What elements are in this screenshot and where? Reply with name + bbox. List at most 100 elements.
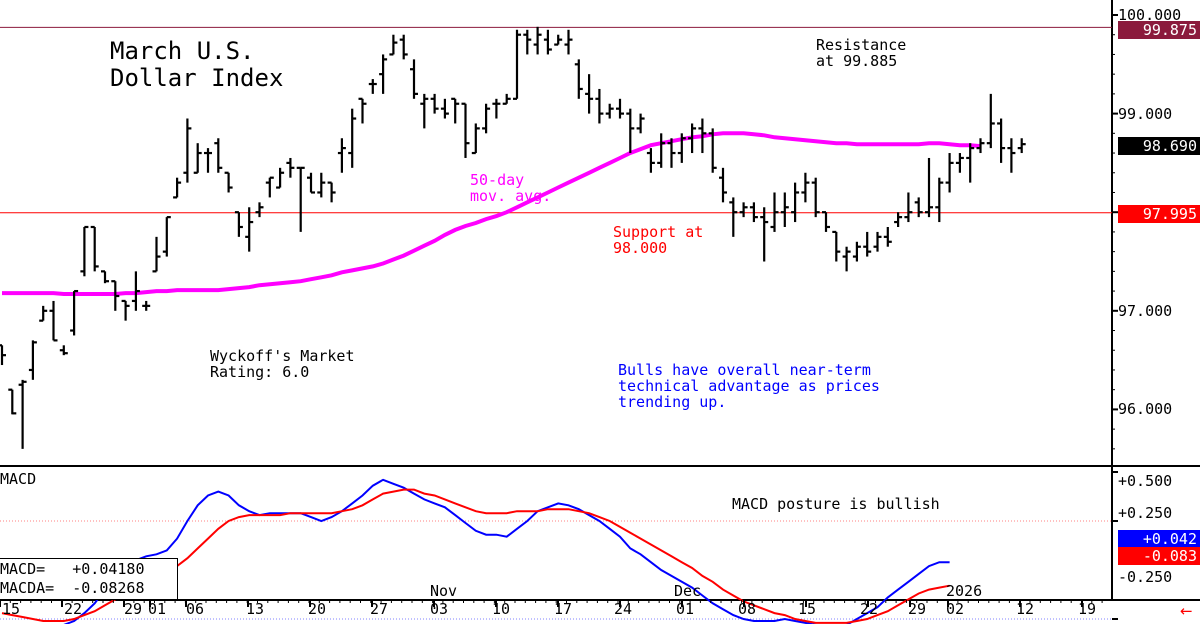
macda-value-box: -0.083	[1118, 547, 1200, 565]
macd-tick-label: -0.250	[1118, 568, 1173, 586]
ohlc-bar	[760, 207, 769, 262]
ohlc-bar	[852, 241, 861, 262]
y-tick-label: 97.000	[1118, 302, 1173, 320]
outlook-note: Bulls have overall near-term technical a…	[618, 361, 880, 411]
ohlc-bar	[739, 202, 748, 218]
macd-title: MACD	[0, 470, 37, 488]
ohlc-bar	[471, 123, 480, 155]
macd-line	[63, 478, 950, 624]
ohlc-bar	[646, 148, 655, 173]
chart-title: March U.S. Dollar Index	[110, 37, 284, 92]
support-price-box: 97.995	[1118, 205, 1200, 223]
ohlc-bar	[379, 54, 388, 94]
ohlc-bar	[70, 289, 79, 336]
ohlc-bar	[204, 148, 212, 173]
ohlc-bar	[533, 26, 542, 55]
x-tick-label: 10	[492, 600, 511, 618]
ohlc-bar	[193, 143, 202, 174]
x-tick-label: 17	[554, 600, 573, 618]
ohlc-bar	[482, 103, 491, 134]
ohlc-bar	[131, 271, 140, 311]
macd-readout: MACD= +0.04180	[0, 560, 145, 578]
ohlc-bar	[749, 202, 758, 223]
resistance-note: Resistance at 99.885	[816, 36, 907, 70]
ohlc-bar	[729, 197, 738, 237]
ohlc-bar	[276, 167, 285, 189]
ohlc-bar	[966, 143, 975, 183]
ohlc-bar	[688, 123, 697, 154]
ohlc-bar	[842, 246, 851, 272]
ohlc-bar	[904, 192, 913, 223]
ohlc-bar	[296, 166, 305, 232]
ohlc-bar	[111, 280, 120, 311]
ohlc-bar	[626, 108, 635, 154]
ohlc-bar	[657, 133, 666, 168]
ohlc-bar	[317, 172, 326, 198]
ohlc-bar	[585, 74, 594, 114]
x-tick-label: 29	[124, 600, 143, 618]
macd-value-box: +0.042	[1118, 530, 1200, 548]
ohlc-bar	[832, 230, 841, 262]
x-tick-label: 15	[2, 600, 21, 618]
ohlc-bar	[997, 118, 1006, 163]
ohlc-bar	[801, 172, 810, 203]
ohlc-bar	[513, 29, 521, 100]
ohlc-bar	[59, 345, 68, 356]
ohlc-bar	[451, 97, 460, 124]
macd-posture-note: MACD posture is bullish	[732, 495, 940, 513]
macd-tick-label: +0.500	[1118, 472, 1173, 490]
ohlc-bar	[255, 202, 264, 218]
ohlc-bar	[245, 207, 254, 252]
ohlc-bar	[492, 98, 501, 119]
ohlc-bar	[698, 118, 707, 154]
macd-readout-box: MACD= +0.04180 MACDA= -0.08268	[0, 558, 178, 600]
ohlc-bar	[152, 236, 161, 273]
x-tick-label: 19	[1078, 600, 1097, 618]
month-label: Dec	[674, 582, 702, 600]
x-tick-label: 08	[738, 600, 757, 618]
x-tick-label: 03	[430, 600, 449, 618]
ohlc-bar	[976, 138, 985, 154]
ohlc-bar	[770, 192, 779, 232]
ohlc-bar	[28, 340, 37, 380]
ohlc-bar	[822, 211, 830, 232]
ohlc-bar	[80, 225, 89, 277]
x-tick-label: 27	[370, 600, 389, 618]
ohlc-bar	[554, 34, 563, 46]
ohlc-bar	[955, 153, 964, 173]
ohlc-bars	[0, 26, 1026, 449]
ohlc-bar	[1007, 138, 1016, 173]
ohlc-bar	[327, 181, 336, 203]
ohlc-bar	[173, 177, 182, 199]
ohlc-bar	[234, 211, 243, 237]
y-tick-label: 96.000	[1118, 400, 1173, 418]
ohlc-bar	[183, 118, 192, 183]
x-axis-ticks	[0, 600, 1103, 607]
ohlc-bar	[8, 388, 17, 415]
ohlc-bar	[461, 102, 470, 158]
scroll-left-arrow-icon[interactable]: ←	[1180, 602, 1193, 620]
ohlc-bar	[162, 216, 171, 257]
ohlc-bar	[811, 177, 820, 218]
ohlc-bar	[883, 226, 892, 247]
ohlc-bar	[708, 128, 717, 173]
ohlc-bar	[780, 192, 789, 227]
x-tick-label: 24	[614, 600, 633, 618]
ohlc-bar	[430, 93, 439, 114]
ohlc-bar	[121, 299, 130, 321]
ohlc-bar	[667, 138, 676, 168]
x-tick-label: 01	[148, 600, 167, 618]
x-tick-label: 29	[908, 600, 927, 618]
ohlc-bar	[616, 98, 624, 119]
ohlc-bar	[214, 138, 223, 173]
moving-average-line	[2, 131, 981, 296]
ohlc-bar	[399, 34, 408, 60]
ohlc-bar	[986, 93, 995, 149]
y-tick-label: 99.000	[1118, 105, 1173, 123]
x-tick-label: 15	[798, 600, 817, 618]
y-tick-label: 100.000	[1118, 6, 1182, 24]
ohlc-bar	[863, 231, 872, 257]
ohlc-bar	[523, 29, 532, 55]
support-note: Support at 98.000	[613, 223, 704, 257]
